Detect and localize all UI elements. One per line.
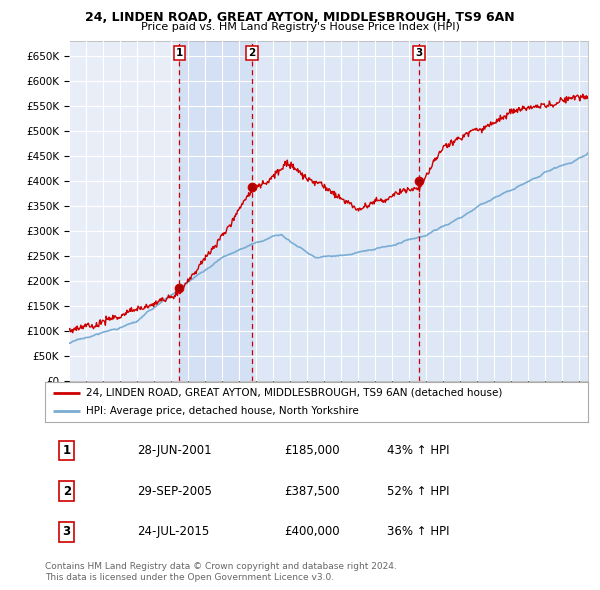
Text: 29-SEP-2005: 29-SEP-2005: [137, 484, 212, 498]
Text: 2: 2: [62, 484, 71, 498]
Text: £185,000: £185,000: [284, 444, 340, 457]
Text: 24, LINDEN ROAD, GREAT AYTON, MIDDLESBROUGH, TS9 6AN (detached house): 24, LINDEN ROAD, GREAT AYTON, MIDDLESBRO…: [86, 388, 502, 398]
Text: 52% ↑ HPI: 52% ↑ HPI: [387, 484, 449, 498]
Bar: [419, 41, 588, 381]
Bar: [252, 41, 419, 381]
Text: 2: 2: [248, 48, 256, 58]
Text: £387,500: £387,500: [284, 484, 340, 498]
Text: 24-JUL-2015: 24-JUL-2015: [137, 525, 209, 538]
Text: 1: 1: [62, 444, 71, 457]
Text: Contains HM Land Registry data © Crown copyright and database right 2024.
This d: Contains HM Land Registry data © Crown c…: [45, 562, 397, 582]
Text: HPI: Average price, detached house, North Yorkshire: HPI: Average price, detached house, Nort…: [86, 406, 358, 416]
Text: 1: 1: [176, 48, 183, 58]
Bar: [179, 41, 252, 381]
Text: 43% ↑ HPI: 43% ↑ HPI: [387, 444, 449, 457]
Text: 24, LINDEN ROAD, GREAT AYTON, MIDDLESBROUGH, TS9 6AN: 24, LINDEN ROAD, GREAT AYTON, MIDDLESBRO…: [85, 11, 515, 24]
Text: 36% ↑ HPI: 36% ↑ HPI: [387, 525, 449, 538]
Text: 3: 3: [415, 48, 422, 58]
Text: £400,000: £400,000: [284, 525, 340, 538]
Text: 3: 3: [62, 525, 71, 538]
Text: Price paid vs. HM Land Registry's House Price Index (HPI): Price paid vs. HM Land Registry's House …: [140, 22, 460, 32]
Text: 28-JUN-2001: 28-JUN-2001: [137, 444, 212, 457]
